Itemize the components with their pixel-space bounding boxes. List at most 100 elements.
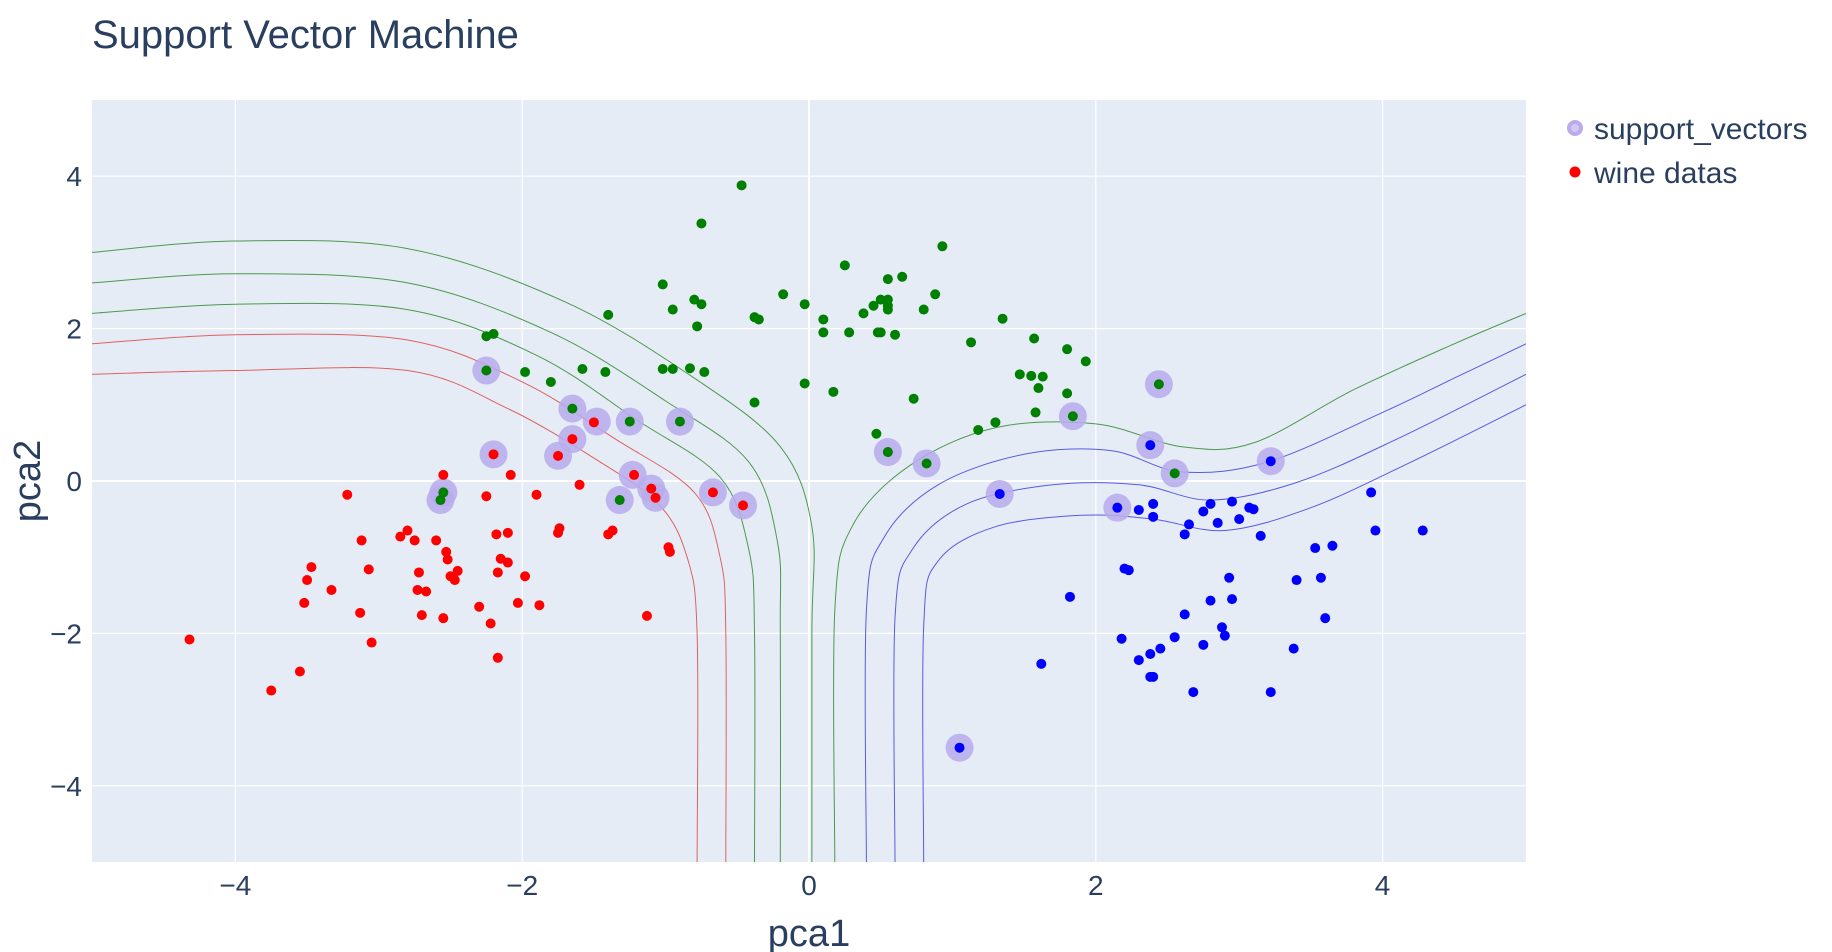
x-axis-ticks: −4 −2 0 2 4 — [219, 870, 1390, 901]
wine-data-point-green — [908, 393, 919, 404]
wine-data-point-green — [799, 299, 810, 310]
wine-data-point-red — [485, 618, 496, 629]
y-tick-label: 4 — [66, 161, 82, 192]
wine-data-point-red — [531, 489, 542, 500]
wine-data-point-blue — [1234, 514, 1245, 525]
wine-data-point-green — [684, 363, 695, 374]
wine-data-point-blue — [1320, 613, 1331, 624]
wine-data-point-red — [441, 546, 452, 557]
wine-data-point-blue — [1036, 658, 1047, 669]
wine-data-point-red — [266, 685, 277, 696]
wine-data-point-red — [302, 575, 313, 586]
wine-data-point-green — [1062, 388, 1073, 399]
wine-data-point-red — [363, 564, 374, 575]
wine-data-point-green — [600, 367, 611, 378]
wine-data-point-green — [918, 304, 929, 315]
wine-data-point-red — [588, 417, 599, 428]
grid-lines — [92, 100, 1526, 862]
legend-support-vectors-marker-inner — [1571, 124, 1579, 132]
wine-data-point-green — [818, 314, 829, 325]
wine-data-point-red — [707, 487, 718, 498]
wine-data-point-red — [502, 557, 513, 568]
x-tick-label: 0 — [801, 870, 817, 901]
wine-data-point-green — [749, 397, 760, 408]
wine-data-point-blue — [1205, 595, 1216, 606]
wine-data-point-green — [858, 308, 869, 319]
wine-data-point-red — [409, 535, 420, 546]
wine-data-point-red — [505, 469, 516, 480]
wine-data-point-red — [402, 525, 413, 536]
wine-data-point-blue — [1123, 565, 1134, 576]
x-tick-label: −2 — [506, 870, 538, 901]
wine-data-point-red — [512, 597, 523, 608]
wine-data-point-blue — [1179, 609, 1190, 620]
legend[interactable]: support_vectors wine datas — [1567, 113, 1807, 190]
wine-data-point-green — [1030, 407, 1041, 418]
wine-data-point-blue — [1212, 517, 1223, 528]
wine-data-point-blue — [1112, 502, 1123, 513]
wine-data-point-red — [395, 531, 406, 542]
legend-item-wine-datas[interactable]: wine datas — [1569, 157, 1738, 190]
x-axis-title: pca1 — [768, 913, 850, 952]
y-tick-label: −4 — [50, 771, 82, 802]
wine-data-layer — [184, 180, 1428, 753]
wine-data-point-red — [491, 529, 502, 540]
wine-data-point-blue — [1116, 633, 1127, 644]
wine-data-point-blue — [1366, 487, 1377, 498]
wine-data-point-green — [1153, 379, 1164, 390]
wine-data-point-green — [966, 337, 977, 348]
wine-data-point-red — [299, 597, 310, 608]
legend-wine-datas-label: wine datas — [1593, 157, 1737, 190]
contour-line-4 — [92, 239, 815, 862]
wine-data-point-red — [629, 469, 640, 480]
wine-data-point-red — [650, 492, 661, 503]
wine-data-point-blue — [1417, 525, 1428, 536]
wine-data-point-red — [567, 434, 578, 445]
wine-data-point-blue — [1224, 572, 1235, 583]
legend-support-vectors-marker — [1567, 120, 1583, 136]
wine-data-point-green — [674, 416, 685, 427]
wine-data-point-blue — [954, 742, 965, 753]
wine-data-point-red — [646, 483, 657, 494]
wine-data-point-blue — [1219, 630, 1230, 641]
wine-data-point-blue — [1227, 594, 1238, 605]
wine-data-point-red — [492, 567, 503, 578]
contour-line-6 — [864, 343, 1526, 862]
wine-data-point-green — [753, 314, 764, 325]
wine-data-point-red — [342, 489, 353, 500]
wine-data-point-red — [449, 575, 460, 586]
x-tick-label: 2 — [1088, 870, 1104, 901]
wine-data-point-green — [481, 365, 492, 376]
x-tick-label: −4 — [219, 870, 251, 901]
wine-data-point-green — [696, 218, 707, 229]
wine-data-point-blue — [1255, 530, 1266, 541]
wine-data-point-blue — [1133, 504, 1144, 515]
wine-data-point-blue — [1145, 440, 1156, 451]
wine-data-point-green — [614, 495, 625, 506]
legend-item-support-vectors[interactable]: support_vectors — [1567, 113, 1807, 146]
y-tick-label: 2 — [66, 314, 82, 345]
wine-data-point-green — [1014, 369, 1025, 380]
wine-data-point-green — [624, 416, 635, 427]
wine-data-point-blue — [1198, 639, 1209, 650]
wine-data-point-green — [689, 294, 700, 305]
wine-data-point-red — [574, 479, 585, 490]
wine-data-point-green — [921, 458, 932, 469]
wine-data-point-green — [997, 313, 1008, 324]
wine-data-point-red — [431, 535, 442, 546]
wine-data-point-green — [1169, 468, 1180, 479]
wine-data-point-red — [664, 546, 675, 557]
contour-line-0 — [92, 367, 699, 862]
wine-data-point-red — [356, 535, 367, 546]
wine-data-point-green — [1080, 356, 1091, 367]
wine-data-point-red — [492, 652, 503, 663]
wine-data-point-red — [366, 637, 377, 648]
wine-data-point-green — [937, 241, 948, 252]
wine-data-point-green — [699, 367, 710, 378]
wine-data-point-green — [1033, 383, 1044, 394]
wine-data-point-blue — [1265, 687, 1276, 698]
wine-data-point-green — [882, 304, 893, 315]
wine-data-point-red — [452, 565, 463, 576]
wine-data-point-blue — [1216, 622, 1227, 633]
